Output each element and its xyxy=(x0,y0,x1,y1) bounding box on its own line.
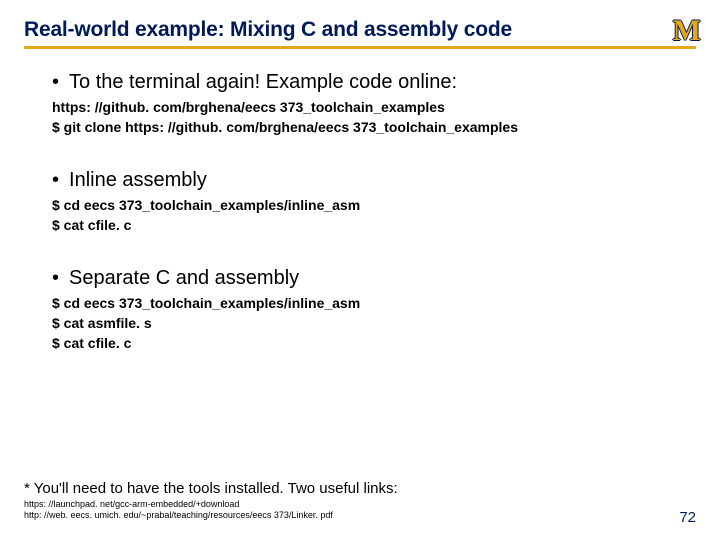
bullet-text: To the terminal again! Example code onli… xyxy=(69,71,457,94)
subline: $ git clone https: //github. com/brghena… xyxy=(52,118,668,138)
slide-title: Real-world example: Mixing C and assembl… xyxy=(24,18,696,42)
logo-m: M xyxy=(673,14,698,48)
small-link: http: //web. eecs. umich. edu/~prabal/te… xyxy=(24,510,696,522)
bullet-dot: • xyxy=(52,267,59,290)
bullet-text: Separate C and assembly xyxy=(69,267,299,290)
subline: $ cat cfile. c xyxy=(52,216,668,236)
bullet-3: • Separate C and assembly xyxy=(52,267,668,290)
slide: M Real-world example: Mixing C and assem… xyxy=(0,0,720,540)
bullet-2: • Inline assembly xyxy=(52,169,668,192)
subline: $ cd eecs 373_toolchain_examples/inline_… xyxy=(52,294,668,314)
bullet-dot: • xyxy=(52,71,59,94)
title-underline xyxy=(24,46,696,49)
subline: https: //github. com/brghena/eecs 373_to… xyxy=(52,98,668,118)
subline: $ cd eecs 373_toolchain_examples/inline_… xyxy=(52,196,668,216)
bullet-1: • To the terminal again! Example code on… xyxy=(52,71,668,94)
subline: $ cat cfile. c xyxy=(52,334,668,354)
bullet-dot: • xyxy=(52,169,59,192)
bullet-text: Inline assembly xyxy=(69,169,207,192)
page-number: 72 xyxy=(679,509,696,526)
footer-block: * You'll need to have the tools installe… xyxy=(24,480,696,522)
subline: $ cat asmfile. s xyxy=(52,314,668,334)
footnote: * You'll need to have the tools installe… xyxy=(24,480,696,497)
small-link: https: //launchpad. net/gcc-arm-embedded… xyxy=(24,499,696,511)
